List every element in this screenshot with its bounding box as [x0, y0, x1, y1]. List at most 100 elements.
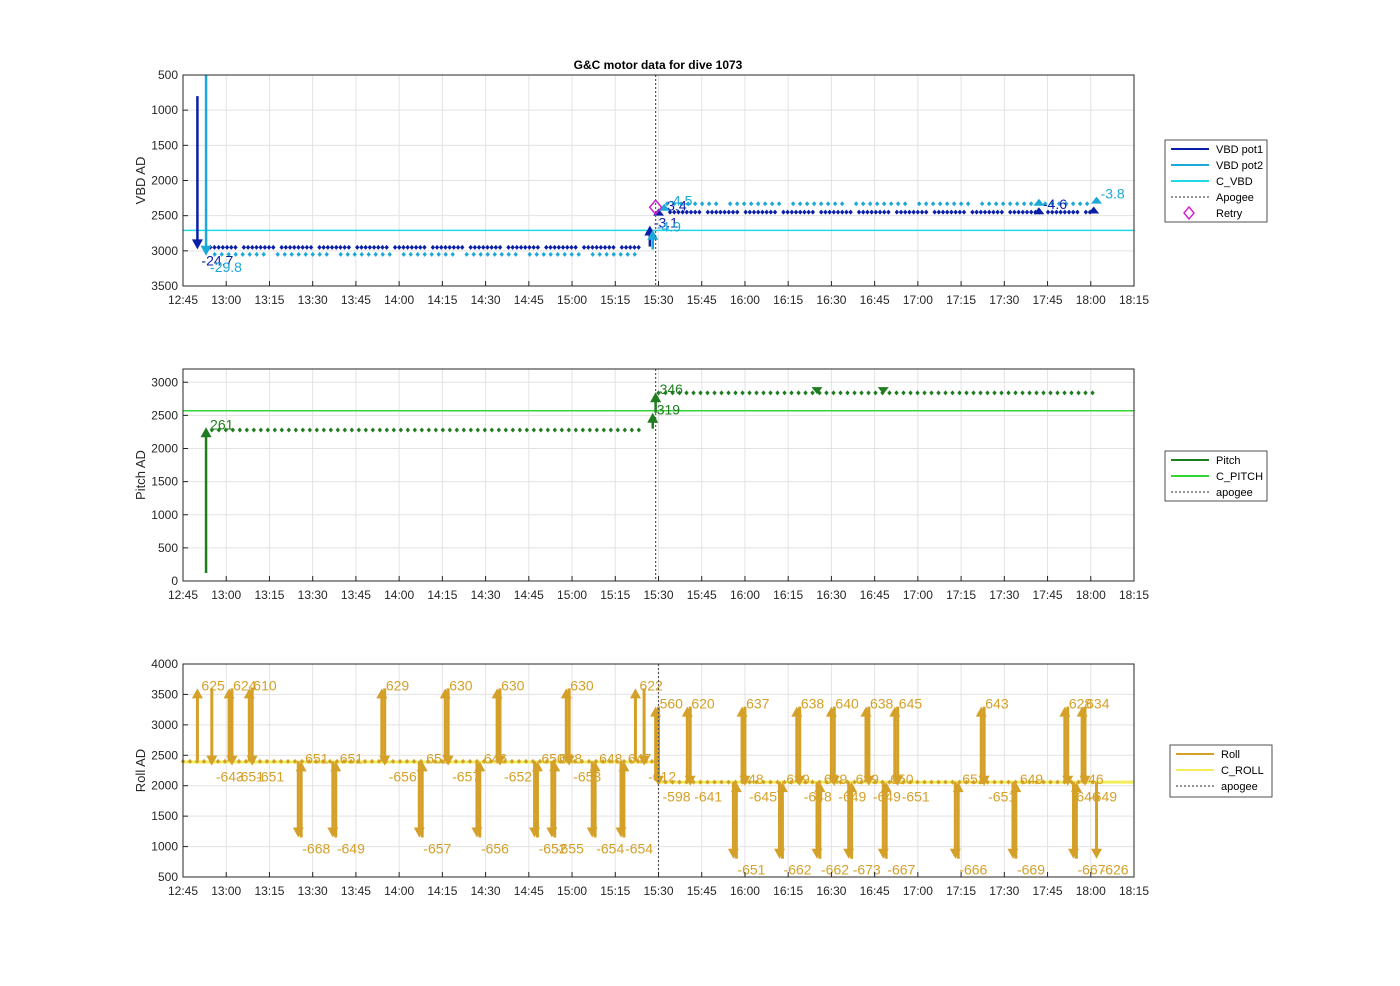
pitch-point — [838, 390, 843, 396]
vbd-pot1-point — [292, 244, 297, 250]
arrow-data-label: -652 — [539, 840, 567, 856]
arrow-head — [863, 775, 875, 786]
vbd-pot1-point — [844, 209, 849, 215]
arrow-data-label: 637 — [746, 696, 770, 712]
roll-point — [320, 758, 326, 764]
x-tick-label: 13:30 — [298, 884, 328, 898]
vbd-pot1-point — [443, 244, 448, 250]
vbd-pot2-point — [804, 201, 810, 207]
roll-tick-labels: 12:45 13:00 13:15 13:30 13:45 14:00 14:15 14:30… — [151, 657, 1149, 898]
vbd-pot1-point — [485, 244, 490, 250]
vbd-pot2-point — [881, 201, 887, 207]
pitch-point — [803, 390, 808, 396]
vbd-pot1-point — [961, 209, 967, 215]
pitch-point — [265, 427, 271, 433]
vbd-pot2-point — [776, 201, 782, 207]
vbd-pot1-point — [628, 244, 633, 250]
vbd-pot2-point — [713, 201, 719, 207]
pitch-point — [615, 427, 621, 433]
vbd-pot1-point — [472, 244, 478, 250]
pitch-point — [377, 427, 383, 433]
pitch-panel: 261 319 346 12:45 13:00 13:15 13:30 13:45 14:00… — [133, 368, 1268, 602]
vbd-pot1-point — [619, 244, 625, 250]
arrow-head — [952, 782, 964, 793]
arrow-head — [200, 427, 212, 438]
pitch-point — [531, 427, 537, 433]
pitch-point — [286, 427, 292, 433]
arrow-head — [1010, 782, 1022, 793]
arrow-head — [531, 761, 543, 772]
vbd-pot1-point — [544, 244, 549, 250]
pitch-point — [356, 427, 362, 433]
pitch-point — [566, 427, 572, 433]
vbd-pot2-point — [818, 201, 824, 207]
vbd-pot1-point — [940, 209, 946, 215]
y-tick-label: 3500 — [151, 279, 178, 293]
vbd-pot1-point — [552, 244, 557, 250]
vbd-pot2-point — [706, 201, 712, 207]
x-tick-label: 15:45 — [687, 884, 717, 898]
arrow-head — [191, 688, 203, 699]
vbd-pot1-point — [1058, 209, 1063, 215]
arrow-data-label: -651 — [902, 789, 930, 805]
x-tick-label: 16:30 — [816, 884, 846, 898]
pitch-point — [782, 390, 787, 396]
vbd-pot1-point — [730, 209, 736, 215]
vbd-pot2-point — [478, 251, 483, 257]
arrow-data-label: -662 — [821, 862, 849, 878]
vbd-pot1-point — [903, 209, 908, 215]
roll-point — [572, 758, 578, 764]
vbd-pot2-point — [604, 251, 609, 257]
vbd-pot1-point — [924, 209, 929, 215]
arrow-head — [1033, 207, 1045, 215]
pitch-point — [629, 427, 635, 433]
arrow-data-label: -655 — [556, 840, 584, 856]
vbd-pot2-point — [839, 201, 845, 207]
pitch-point — [335, 427, 341, 433]
arrow-data-label: 649 — [1020, 771, 1044, 787]
x-tick-label: 14:15 — [427, 884, 457, 898]
vbd-pot2-point — [317, 251, 322, 257]
roll-point — [754, 779, 759, 785]
pitch-marks: 261 319 346 — [183, 369, 1134, 581]
vbd-pot2-point — [1014, 201, 1020, 207]
pitch-point — [796, 390, 801, 396]
vbd-pot1-point — [1029, 209, 1034, 215]
pitch-point — [859, 390, 864, 396]
pitch-point — [726, 390, 731, 396]
vbd-pot2-point — [1000, 201, 1006, 207]
pitch-point — [510, 427, 516, 433]
vbd-pot1-point — [623, 244, 629, 250]
vbd-pot2-point — [282, 251, 287, 257]
arrow-head — [1088, 206, 1100, 214]
vbd-pot2-point — [895, 201, 901, 207]
vbd-pot1-point — [632, 244, 637, 250]
roll-point — [313, 758, 319, 764]
vbd-pot1-point — [338, 244, 343, 250]
roll-point — [390, 758, 396, 764]
legend-label: C_ROLL — [1221, 765, 1264, 777]
vbd-pot2-point — [359, 251, 364, 257]
x-tick-label: 17:00 — [903, 293, 933, 307]
roll-point — [537, 758, 543, 764]
vbd-pot2-point — [632, 251, 637, 257]
arrow-data-label: -652 — [504, 769, 532, 785]
legend-label: apogee — [1216, 487, 1253, 499]
x-tick-label: 17:45 — [1033, 884, 1063, 898]
roll-point — [726, 779, 731, 785]
x-tick-label: 14:00 — [384, 884, 414, 898]
pitch-point — [440, 427, 446, 433]
vbd-pot2-point — [944, 201, 950, 207]
pitch-point — [482, 427, 488, 433]
x-tick-label: 15:00 — [557, 588, 587, 602]
legend-label: C_PITCH — [1216, 471, 1263, 483]
arrow-data-label: 610 — [253, 677, 277, 693]
x-tick-label: 15:15 — [600, 884, 630, 898]
vbd-pot1-point — [241, 244, 247, 250]
arrow-head — [846, 782, 858, 793]
pitch-point — [594, 427, 600, 433]
vbd-pot2-point — [555, 251, 560, 257]
roll-point — [628, 758, 634, 764]
vbd-pot1-point — [856, 209, 862, 215]
vbd-pot1-point — [957, 209, 963, 215]
